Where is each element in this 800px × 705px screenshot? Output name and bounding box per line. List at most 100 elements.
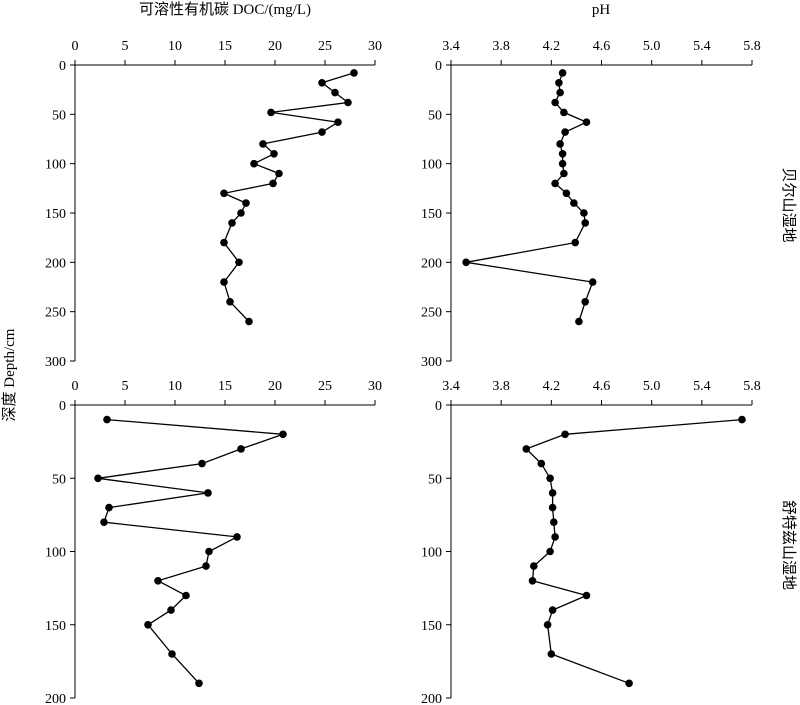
- data-point: [575, 317, 583, 326]
- data-point: [205, 547, 213, 556]
- x-tick-label: 10: [168, 39, 182, 54]
- series-line: [525, 418, 743, 684]
- data-point: [562, 189, 571, 198]
- data-point: [269, 179, 277, 188]
- y-tick-label: 150: [421, 207, 442, 222]
- x-tick-label: 4.2: [543, 39, 561, 54]
- y-tick-label: 150: [45, 207, 66, 222]
- data-point: [233, 533, 241, 541]
- data-point: [555, 79, 563, 87]
- data-point: [195, 679, 203, 688]
- data-point: [94, 474, 102, 483]
- y-tick-label: 0: [435, 399, 442, 414]
- data-point: [581, 219, 589, 227]
- x-tick-label: 5: [122, 379, 129, 394]
- panel-ph_shutezi: 3.4 3.8 4.2 4.6 5.0 5.4 5.8 0 50 100 150 200: [421, 379, 761, 705]
- data-point: [245, 317, 253, 326]
- data-point: [198, 459, 206, 468]
- y-tick-label: 150: [45, 619, 66, 634]
- data-point: [558, 150, 567, 158]
- data-point: [550, 518, 558, 526]
- data-point: [220, 278, 228, 286]
- x-tick-label: 4.2: [543, 379, 561, 394]
- x-tick-label: 4.6: [593, 39, 611, 54]
- data-point: [270, 150, 278, 158]
- data-point: [100, 518, 108, 526]
- y-tick-label: 0: [59, 59, 66, 74]
- y-tick-label: 100: [45, 546, 66, 561]
- data-point: [103, 415, 111, 424]
- data-point: [556, 88, 564, 97]
- data-point: [551, 98, 559, 107]
- data-point: [331, 88, 339, 97]
- data-point: [144, 621, 152, 629]
- series-line: [465, 72, 594, 322]
- doc-axis-title: 可溶性有机碳 DOC/(mg/L): [139, 1, 311, 18]
- panel-doc_shutezi: 0 5 10 15 20 25 30 0 50 100 150 200: [45, 379, 382, 705]
- data-point: [318, 128, 326, 136]
- data-point: [530, 562, 538, 570]
- x-tick-label: 3.4: [442, 39, 460, 54]
- data-point: [275, 169, 283, 178]
- x-tick-label: 20: [268, 39, 282, 54]
- data-point: [588, 278, 597, 286]
- data-point: [350, 69, 358, 77]
- y-tick-label: 250: [421, 306, 442, 321]
- x-tick-label: 10: [168, 379, 182, 394]
- y-tick-label: 50: [428, 108, 442, 123]
- data-point: [551, 179, 559, 188]
- x-tick-label: 4.6: [593, 379, 611, 394]
- row-label-bershan: 贝尔山湿地: [780, 167, 797, 242]
- data-point: [279, 430, 287, 439]
- row-label-shutezi: 舒特兹山湿地: [780, 500, 797, 590]
- x-tick-label: 20: [268, 379, 282, 394]
- data-point: [522, 445, 531, 453]
- data-point: [528, 577, 537, 585]
- ph-axis-title: pH: [592, 2, 611, 18]
- data-point: [582, 591, 591, 600]
- data-point: [561, 128, 569, 136]
- data-point: [560, 169, 568, 178]
- data-point: [220, 238, 228, 247]
- data-point: [202, 562, 210, 570]
- y-tick-label: 300: [45, 355, 66, 370]
- data-point: [561, 430, 569, 439]
- y-tick-label: 100: [421, 158, 442, 173]
- y-tick-label: 200: [421, 256, 442, 271]
- y-tick-label: 0: [435, 59, 442, 74]
- x-tick-label: 5.4: [693, 379, 711, 394]
- data-point: [334, 118, 342, 126]
- data-point: [242, 199, 250, 207]
- data-point: [556, 140, 564, 148]
- data-point: [318, 79, 326, 87]
- data-point: [267, 108, 275, 117]
- data-point: [237, 209, 245, 217]
- y-tick-label: 300: [421, 355, 442, 370]
- data-point: [548, 489, 557, 497]
- y-tick-label: 0: [59, 399, 66, 414]
- data-point: [560, 108, 568, 117]
- x-tick-label: 25: [318, 39, 332, 54]
- data-point: [237, 445, 245, 453]
- x-tick-label: 5.8: [743, 39, 761, 54]
- x-tick-label: 5.8: [743, 379, 761, 394]
- panel-ph_bershan: 3.4 3.8 4.2 4.6 5.0 5.4 5.8 0 50 100 150 200 250 300: [421, 39, 761, 370]
- y-tick-label: 250: [45, 306, 66, 321]
- x-tick-label: 0: [72, 39, 79, 54]
- data-point: [537, 459, 546, 468]
- data-point: [220, 189, 228, 198]
- data-point: [168, 650, 176, 658]
- data-point: [228, 219, 236, 227]
- x-tick-label: 30: [368, 39, 382, 54]
- x-tick-label: 5.0: [643, 379, 661, 394]
- y-tick-label: 200: [45, 692, 66, 705]
- data-point: [547, 650, 556, 658]
- data-point: [546, 547, 554, 556]
- data-point: [548, 606, 557, 614]
- data-point: [546, 474, 554, 483]
- x-tick-label: 30: [368, 379, 382, 394]
- y-tick-label: 100: [421, 546, 442, 561]
- data-point: [558, 69, 567, 77]
- series-line: [221, 72, 355, 322]
